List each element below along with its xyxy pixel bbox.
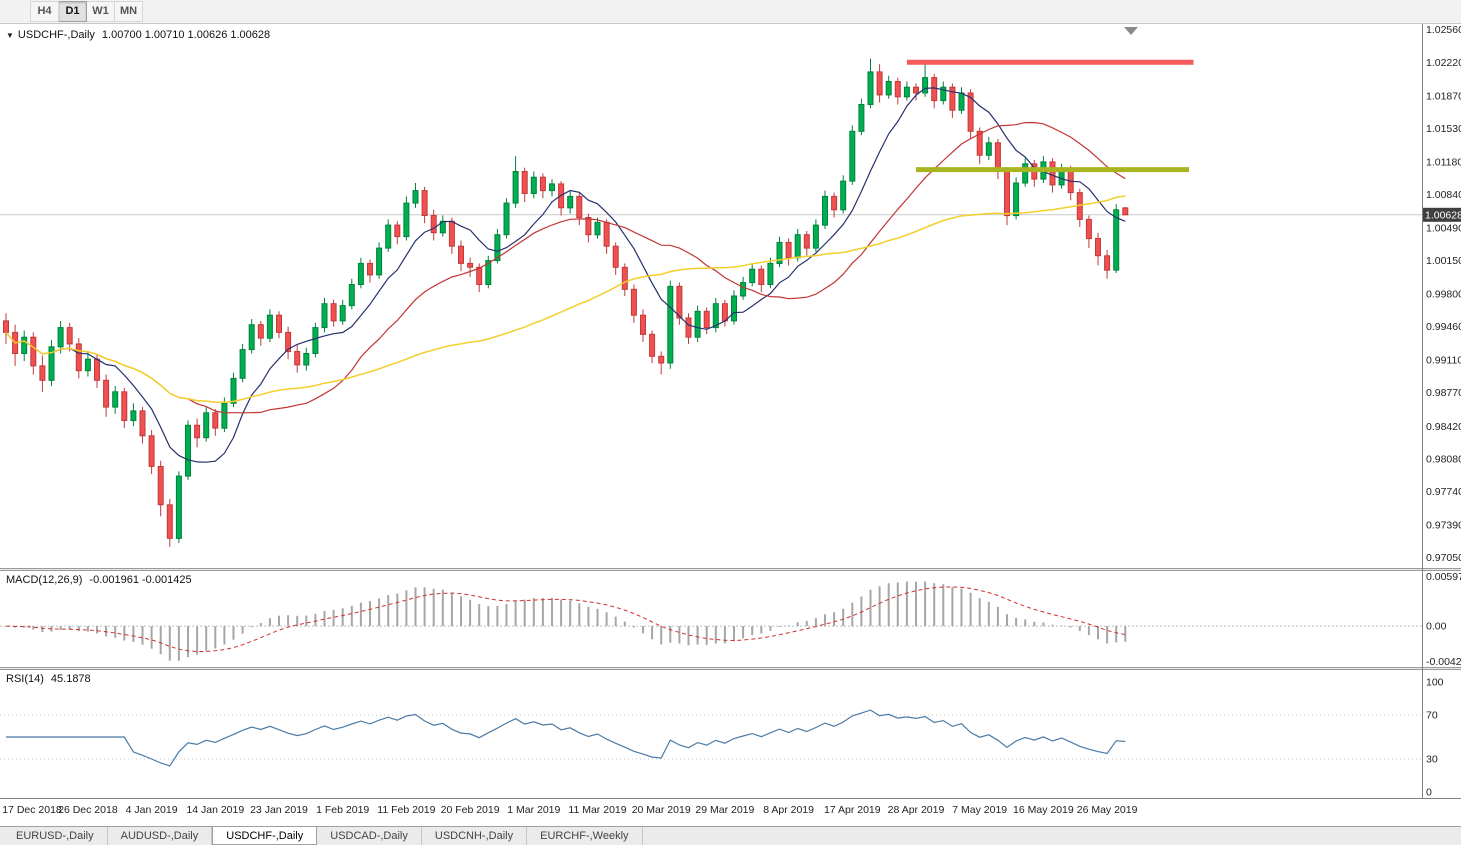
chart-area: 1.02560 1.02220 1.01870 1.01530 1.01180 1.008… (0, 24, 1461, 826)
svg-text:20 Feb 2019: 20 Feb 2019 (441, 804, 500, 816)
svg-text:0.98770: 0.98770 (1426, 387, 1461, 399)
chart-shift-marker[interactable] (1124, 27, 1138, 35)
svg-text:11 Feb 2019: 11 Feb 2019 (377, 804, 435, 816)
period-button-w1[interactable]: W1 (87, 1, 115, 22)
svg-text:0.97390: 0.97390 (1426, 519, 1461, 531)
svg-text:26 May 2019: 26 May 2019 (1077, 804, 1138, 816)
svg-text:1.01530: 1.01530 (1426, 123, 1461, 135)
main-chart (0, 27, 1422, 547)
svg-text:23 Jan 2019: 23 Jan 2019 (250, 804, 308, 816)
svg-text:0.98080: 0.98080 (1426, 453, 1461, 465)
svg-text:11 Mar 2019: 11 Mar 2019 (568, 804, 626, 816)
macd-signal-line (5, 586, 1126, 653)
current-price-badge (1422, 207, 1461, 222)
svg-text:0.97050: 0.97050 (1426, 552, 1461, 564)
tab-usdcnh-daily[interactable]: USDCNH-,Daily (422, 827, 528, 845)
tab-eurusd-daily[interactable]: EURUSD-,Daily (3, 827, 108, 845)
svg-text:7 May 2019: 7 May 2019 (952, 804, 1007, 816)
svg-text:4 Jan 2019: 4 Jan 2019 (126, 804, 178, 816)
svg-text:1.01180: 1.01180 (1426, 156, 1461, 168)
svg-text:0.99460: 0.99460 (1426, 321, 1461, 333)
svg-text:0.99110: 0.99110 (1426, 355, 1461, 367)
svg-text:1 Mar 2019: 1 Mar 2019 (507, 804, 560, 816)
rsi-panel: 100 70 30 0 (0, 677, 1444, 799)
tab-usdchf-daily[interactable]: USDCHF-,Daily (212, 827, 318, 845)
svg-text:100: 100 (1426, 677, 1444, 689)
chart-tab-bar: EURUSD-,Daily AUDUSD-,Daily USDCHF-,Daily U… (0, 826, 1461, 845)
svg-text:1 Feb 2019: 1 Feb 2019 (316, 804, 369, 816)
svg-text:14 Jan 2019: 14 Jan 2019 (186, 804, 244, 816)
svg-text:28 Apr 2019: 28 Apr 2019 (888, 804, 945, 816)
period-button-mn[interactable]: MN (115, 1, 143, 22)
macd-panel: 0.00597 0.00 -0.004243 (0, 571, 1461, 668)
svg-text:0.98420: 0.98420 (1426, 421, 1461, 433)
chart-canvas[interactable]: 1.02560 1.02220 1.01870 1.01530 1.01180 1.008… (0, 24, 1461, 826)
tab-eurchf-weekly[interactable]: EURCHF-,Weekly (527, 827, 643, 845)
ma-medium-line (5, 121, 1126, 414)
svg-text:0: 0 (1426, 787, 1432, 799)
svg-text:17 Apr 2019: 17 Apr 2019 (824, 804, 881, 816)
svg-text:1.02560: 1.02560 (1426, 24, 1461, 36)
macd-histogram (14, 581, 1127, 661)
ma-fast-line (5, 87, 1126, 463)
svg-text:0.00: 0.00 (1426, 621, 1447, 633)
rsi-line (6, 709, 1126, 767)
svg-text:26 Dec 2018: 26 Dec 2018 (58, 804, 118, 816)
svg-text:0.99800: 0.99800 (1426, 289, 1461, 301)
svg-text:0.97740: 0.97740 (1426, 486, 1461, 498)
svg-text:16 May 2019: 16 May 2019 (1013, 804, 1074, 816)
svg-text:0.00597: 0.00597 (1426, 571, 1461, 583)
svg-text:17 Dec 2018: 17 Dec 2018 (2, 804, 62, 816)
svg-text:8 Apr 2019: 8 Apr 2019 (763, 804, 814, 816)
svg-text:1.02220: 1.02220 (1426, 57, 1461, 69)
svg-text:1.00150: 1.00150 (1426, 255, 1461, 267)
svg-text:1.00840: 1.00840 (1426, 189, 1461, 201)
period-button-d1[interactable]: D1 (59, 1, 87, 22)
svg-text:1.01870: 1.01870 (1426, 90, 1461, 102)
timeframe-toolbar: H4 D1 W1 MN (0, 0, 1461, 24)
ma-slow-line (5, 195, 1126, 404)
candlestick-series (3, 58, 1129, 547)
panel-splitter[interactable] (0, 568, 1461, 571)
svg-text:1.00628: 1.00628 (1425, 209, 1461, 221)
svg-text:29 Mar 2019: 29 Mar 2019 (695, 804, 754, 816)
svg-text:-0.004243: -0.004243 (1426, 656, 1461, 668)
svg-text:1.00490: 1.00490 (1426, 223, 1461, 235)
panel-splitter[interactable] (0, 667, 1461, 670)
period-button-h4[interactable]: H4 (30, 1, 59, 22)
svg-text:20 Mar 2019: 20 Mar 2019 (632, 804, 691, 816)
svg-text:70: 70 (1426, 710, 1438, 722)
price-axis[interactable]: 1.02560 1.02220 1.01870 1.01530 1.01180 1.008… (1422, 24, 1461, 564)
tab-usdcad-daily[interactable]: USDCAD-,Daily (317, 827, 422, 845)
svg-text:30: 30 (1426, 754, 1438, 766)
tab-audusd-daily[interactable]: AUDUSD-,Daily (108, 827, 213, 845)
